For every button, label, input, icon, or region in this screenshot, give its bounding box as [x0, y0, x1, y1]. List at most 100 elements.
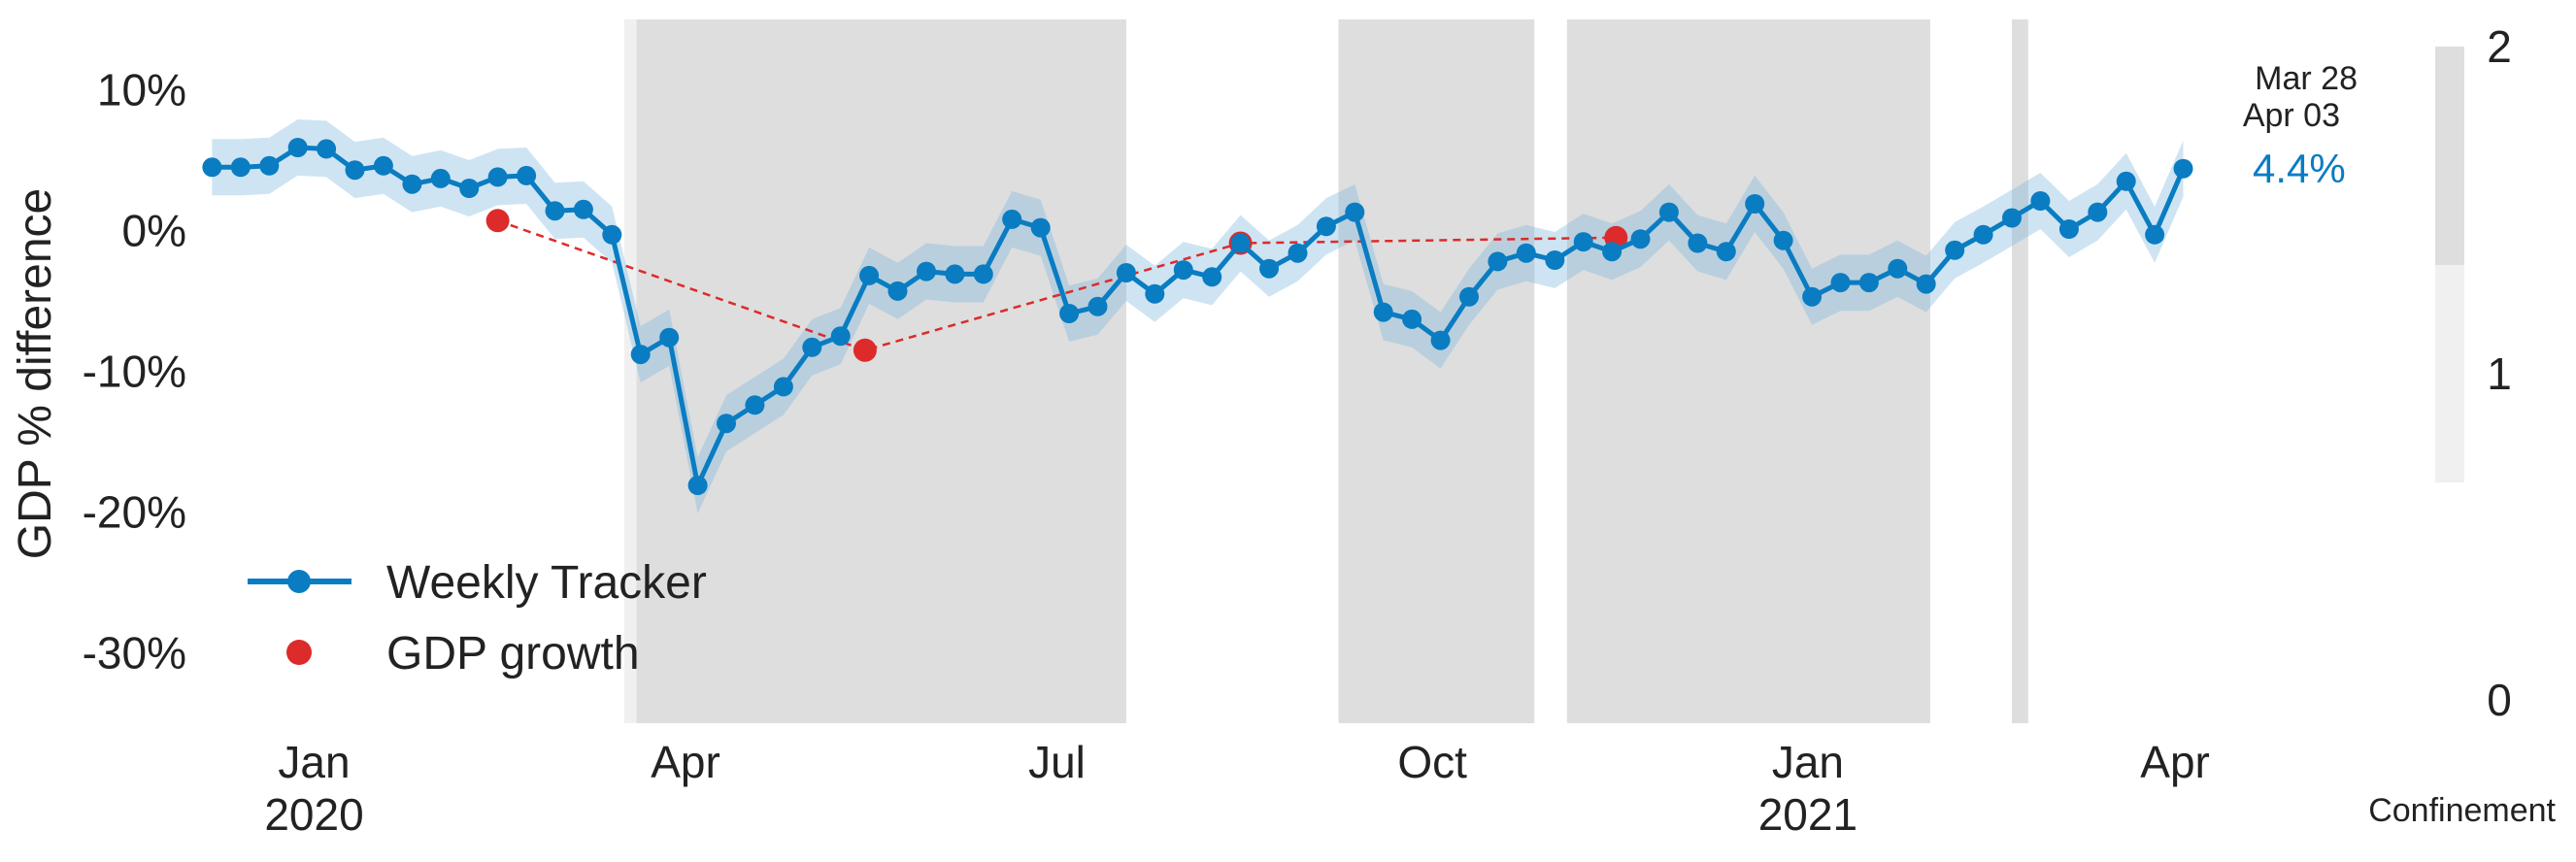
weekly-tracker-point — [687, 476, 708, 495]
weekly-tracker-point — [1888, 258, 1908, 279]
weekly-tracker-point — [545, 201, 565, 221]
y-axis-label: GDP % difference — [10, 188, 61, 559]
y-tick-label: 0% — [122, 206, 186, 256]
weekly-tracker-point — [1145, 283, 1165, 304]
weekly-tracker-point — [917, 261, 936, 282]
weekly-tracker-point — [745, 395, 765, 415]
weekly-tracker-point — [802, 337, 822, 357]
weekly-tracker-point — [1430, 330, 1451, 350]
gdp-growth-line — [497, 219, 1617, 352]
weekly-tracker-point — [2030, 191, 2051, 211]
weekly-tracker-point — [1345, 202, 1365, 222]
weekly-tracker-point — [230, 157, 251, 178]
annotation-date1: Mar 28 — [2255, 60, 2358, 97]
weekly-tracker-point — [2088, 202, 2108, 222]
x-tick-label: Apr — [651, 737, 720, 787]
weekly-tracker-point — [1087, 296, 1108, 316]
weekly-tracker-point — [202, 157, 222, 178]
weekly-tracker-point — [859, 265, 880, 285]
weekly-tracker-point — [1259, 258, 1279, 279]
weekly-tracker-point — [487, 167, 508, 187]
weekly-tracker-point — [1030, 217, 1051, 238]
weekly-tracker-point — [345, 160, 365, 181]
confinement-region — [1338, 19, 1535, 723]
weekly-tracker-point — [1288, 243, 1308, 263]
weekly-tracker-point — [1716, 242, 1736, 262]
weekly-tracker-point — [1602, 242, 1623, 262]
weekly-tracker-point — [1773, 230, 1793, 250]
legend-gdp-label: GDP growth — [386, 628, 640, 680]
weekly-tracker-point — [259, 155, 280, 176]
x-tick-label: Jan — [1772, 737, 1844, 787]
legend-gdp-marker — [286, 640, 312, 665]
weekly-tracker-point — [1202, 267, 1222, 287]
weekly-tracker-point — [1173, 260, 1193, 281]
weekly-tracker-point — [402, 174, 422, 194]
gdp-growth-point — [485, 209, 510, 233]
weekly-tracker-point — [1002, 209, 1022, 229]
weekly-tracker-point — [287, 138, 308, 157]
x-tick-year-label: 2021 — [1758, 789, 1857, 840]
weekly-tracker-point — [1802, 286, 1823, 307]
x-tick-label: Jul — [1028, 737, 1086, 787]
weekly-tracker-point — [1688, 233, 1708, 253]
weekly-tracker-point — [1630, 229, 1651, 249]
weekly-tracker-point — [1573, 232, 1593, 252]
weekly-tracker-point — [630, 345, 651, 365]
weekly-tracker-point — [1830, 273, 1851, 293]
weekly-tracker-series — [202, 138, 2193, 495]
weekly-tracker-point — [2145, 224, 2165, 245]
y-tick-label: -30% — [83, 628, 186, 679]
weekly-tracker-point — [887, 281, 908, 301]
weekly-tracker-point — [517, 165, 537, 185]
weekly-tracker-point — [1402, 309, 1422, 329]
weekly-tracker-point — [830, 326, 851, 347]
weekly-tracker-point — [773, 377, 793, 397]
weekly-tracker-point — [1373, 302, 1393, 322]
weekly-tracker-point — [317, 139, 337, 159]
confinement-region — [636, 19, 1126, 723]
confinement-region — [623, 19, 637, 723]
y-tick-label: -10% — [83, 347, 186, 397]
weekly-tracker-point — [602, 224, 622, 245]
weekly-tracker-point — [1745, 194, 1765, 214]
weekly-tracker-point — [373, 155, 393, 176]
legend-weekly-marker — [287, 570, 311, 593]
x-tick-year-label: 2020 — [264, 789, 363, 840]
weekly-tracker-point — [1059, 304, 1080, 323]
confinement-level1-bar — [2435, 265, 2464, 482]
weekly-tracker-point — [2173, 158, 2193, 179]
confinement-tick-2: 2 — [2487, 21, 2512, 72]
legend: Weekly Tracker GDP growth — [248, 557, 707, 680]
weekly-tracker-point — [717, 414, 736, 434]
weekly-tracker-point — [973, 264, 993, 284]
weekly-tracker-point — [1459, 286, 1479, 307]
weekly-tracker-point — [430, 168, 451, 188]
confinement-region — [1566, 19, 1930, 723]
weekly-tracker-point — [1230, 233, 1251, 253]
weekly-tracker-point — [1516, 243, 1536, 263]
confidence-band — [212, 119, 2184, 514]
weekly-tracker-point — [2058, 219, 2079, 239]
weekly-tracker-point — [573, 199, 593, 219]
weekly-tracker-point — [2116, 171, 2136, 191]
weekly-tracker-point — [1658, 202, 1679, 222]
weekly-tracker-point — [945, 264, 965, 284]
y-tick-label: -20% — [83, 487, 186, 538]
confinement-tick-0: 0 — [2487, 675, 2512, 725]
weekly-tracker-point — [1545, 250, 1565, 270]
y-tick-label: 10% — [97, 65, 186, 116]
confinement-level2-bar — [2435, 47, 2464, 265]
weekly-tracker-point — [1916, 274, 1936, 294]
x-tick-label: Oct — [1397, 737, 1467, 787]
weekly-tracker-point — [1316, 216, 1336, 237]
confinement-label: Confinement — [2368, 792, 2556, 829]
confinement-shading — [623, 19, 2028, 723]
confinement-tick-1: 1 — [2487, 348, 2512, 399]
weekly-tracker-point — [1858, 273, 1879, 293]
weekly-tracker-point — [2002, 208, 2022, 228]
weekly-tracker-point — [1945, 240, 1965, 260]
